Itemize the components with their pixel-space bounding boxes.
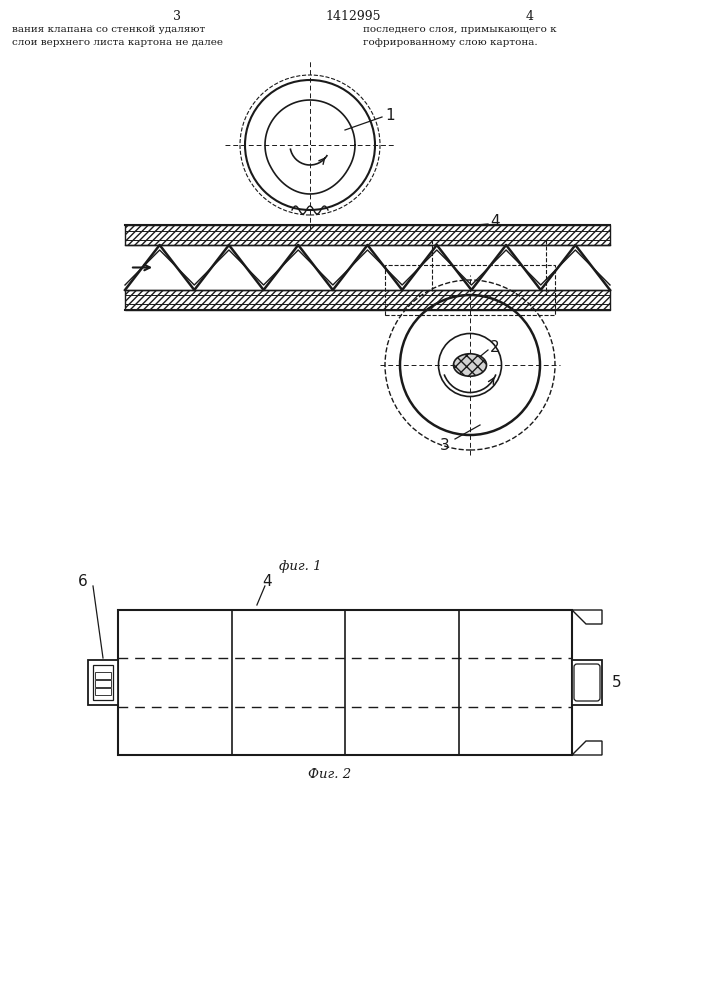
Bar — [125, 290, 610, 310]
Text: 4: 4 — [262, 574, 271, 589]
Bar — [93, 665, 113, 700]
Text: 6: 6 — [78, 574, 88, 589]
Text: 5: 5 — [612, 675, 621, 690]
Text: 2: 2 — [490, 340, 500, 355]
Bar — [385, 265, 555, 315]
Text: 1: 1 — [385, 107, 395, 122]
Bar — [125, 245, 610, 290]
Text: Фиг. 2: Фиг. 2 — [308, 768, 351, 781]
Ellipse shape — [453, 354, 486, 376]
Bar — [125, 290, 610, 310]
Bar — [572, 660, 602, 705]
Text: 4: 4 — [526, 10, 534, 23]
Text: 4: 4 — [490, 215, 500, 230]
Bar — [95, 672, 111, 678]
Bar — [432, 240, 546, 295]
Bar — [125, 225, 610, 245]
Text: 1412995: 1412995 — [325, 10, 381, 23]
Bar — [88, 660, 118, 705]
Text: последнего слоя, примыкающего к: последнего слоя, примыкающего к — [363, 25, 556, 34]
Polygon shape — [572, 741, 602, 755]
Text: слои верхнего листа картона не далее: слои верхнего листа картона не далее — [12, 38, 223, 47]
Bar — [125, 225, 610, 245]
Text: фиг. 1: фиг. 1 — [279, 560, 321, 573]
Bar — [95, 680, 111, 686]
Polygon shape — [572, 610, 602, 624]
Text: 3: 3 — [440, 438, 450, 452]
Bar — [95, 688, 111, 694]
Text: 3: 3 — [173, 10, 181, 23]
Text: вания клапана со стенкой удаляют: вания клапана со стенкой удаляют — [12, 25, 205, 34]
Text: гофрированному слою картона.: гофрированному слою картона. — [363, 38, 537, 47]
Bar — [118, 610, 572, 755]
